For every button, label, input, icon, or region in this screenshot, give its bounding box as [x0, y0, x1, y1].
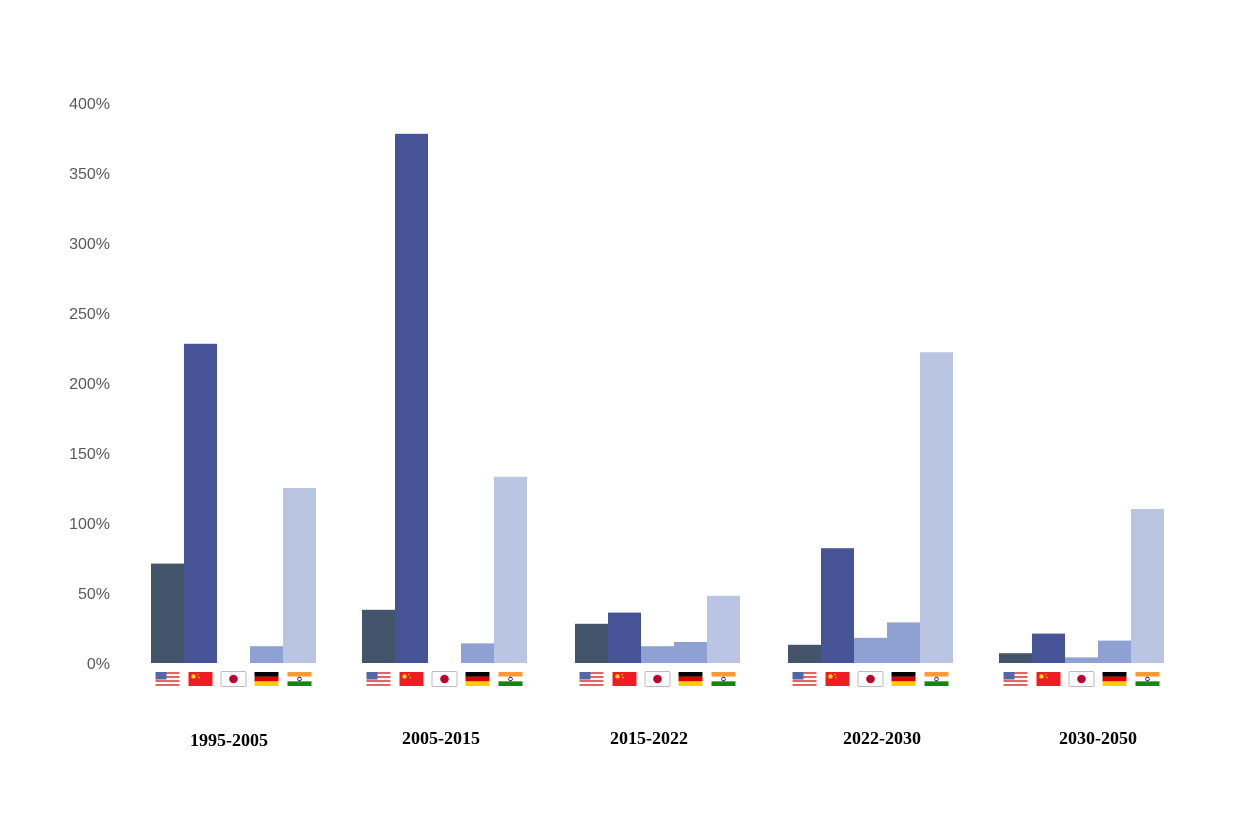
japan-flag-icon [1068, 671, 1095, 687]
bar-india-2030-2050 [1131, 509, 1164, 663]
bar-us-1995-2005 [151, 563, 184, 663]
japan-flag-icon [644, 671, 671, 687]
y-tick-label: 200% [69, 376, 110, 393]
bar-group-2022-2030 [788, 352, 953, 687]
bar-germany-2022-2030 [887, 622, 920, 663]
bar-india-1995-2005 [283, 488, 316, 663]
y-tick-label: 350% [69, 166, 110, 183]
bar-china-2005-2015 [395, 133, 428, 664]
y-tick-label: 0% [87, 656, 110, 673]
bar-india-2022-2030 [920, 352, 953, 663]
bar-japan-2015-2022 [641, 646, 674, 663]
bar-group-2005-2015 [362, 133, 527, 687]
bar-china-2015-2022 [608, 612, 641, 663]
india-flag-icon [711, 672, 736, 686]
germany-flag-icon [1102, 672, 1127, 686]
us-flag-icon [579, 672, 604, 686]
india-flag-icon [498, 672, 523, 686]
y-tick-label: 100% [69, 516, 110, 533]
bar-us-2022-2030 [788, 644, 821, 663]
bar-germany-2015-2022 [674, 642, 707, 663]
bar-japan-2022-2030 [854, 637, 887, 663]
india-flag-icon [924, 672, 949, 686]
india-flag-icon [1135, 672, 1160, 686]
bar-germany-2030-2050 [1098, 640, 1131, 663]
bar-us-2005-2015 [362, 609, 395, 663]
us-flag-icon [1003, 672, 1028, 686]
y-tick-label: 250% [69, 306, 110, 323]
y-tick-label: 50% [78, 586, 110, 603]
us-flag-icon [155, 672, 180, 686]
bar-germany-2005-2015 [461, 643, 494, 663]
germany-flag-icon [891, 672, 916, 686]
category-label: 1995-2005 [190, 730, 268, 750]
y-tick-label: 400% [69, 96, 110, 113]
germany-flag-icon [465, 672, 490, 686]
china-flag-icon [1036, 672, 1061, 686]
bar-us-2015-2022 [575, 623, 608, 663]
bar-india-2015-2022 [707, 595, 740, 663]
bar-germany-1995-2005 [250, 646, 283, 663]
bar-china-2022-2030 [821, 548, 854, 663]
category-label: 2005-2015 [402, 728, 480, 748]
us-flag-icon [366, 672, 391, 686]
japan-flag-icon [431, 671, 458, 687]
category-label: 2022-2030 [843, 728, 921, 748]
us-flag-icon [792, 672, 817, 686]
category-label: 2030-2050 [1059, 728, 1137, 748]
bar-china-1995-2005 [184, 343, 217, 663]
china-flag-icon [399, 672, 424, 686]
y-tick-label: 300% [69, 236, 110, 253]
bar-india-2005-2015 [494, 476, 527, 663]
germany-flag-icon [678, 672, 703, 686]
bar-group-1995-2005 [151, 343, 316, 687]
japan-flag-icon [857, 671, 884, 687]
japan-flag-icon [220, 671, 247, 687]
china-flag-icon [612, 672, 637, 686]
china-flag-icon [825, 672, 850, 686]
bar-us-2030-2050 [999, 653, 1032, 663]
germany-flag-icon [254, 672, 279, 686]
bar-japan-2030-2050 [1065, 657, 1098, 663]
bar-china-2030-2050 [1032, 633, 1065, 663]
bar-group-2015-2022 [575, 595, 740, 687]
bar-group-2030-2050 [999, 509, 1164, 687]
y-tick-label: 150% [69, 446, 110, 463]
india-flag-icon [287, 672, 312, 686]
china-flag-icon [188, 672, 213, 686]
category-label: 2015-2022 [610, 728, 688, 748]
